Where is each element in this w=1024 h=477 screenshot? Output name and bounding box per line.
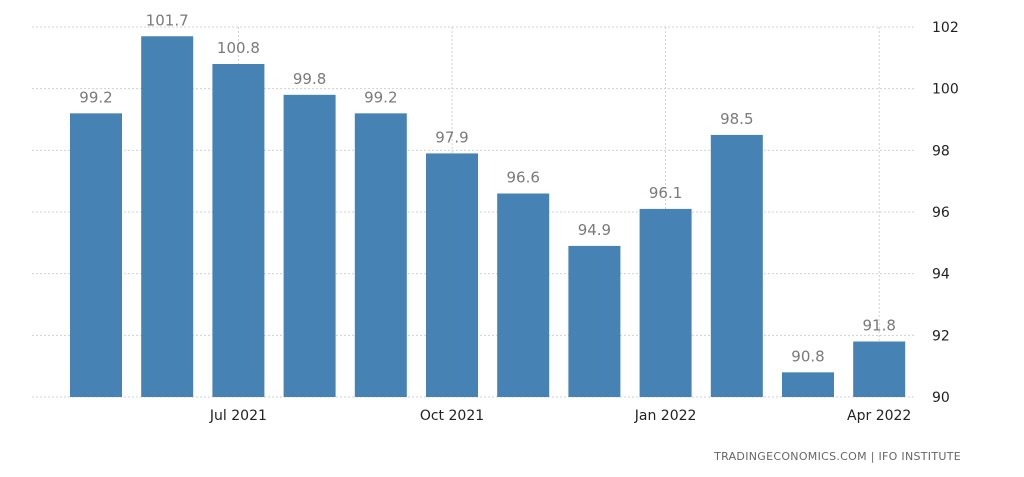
bar-value-label: 91.8 bbox=[862, 317, 895, 335]
x-tick-label: Apr 2022 bbox=[847, 408, 911, 424]
y-tick-label: 98 bbox=[932, 143, 950, 159]
bar bbox=[782, 372, 834, 397]
y-tick-label: 92 bbox=[932, 328, 950, 344]
x-axis: Jul 2021 Oct 2021 Jan 2022 Apr 2022 bbox=[209, 408, 911, 424]
bar bbox=[710, 134, 763, 397]
bar-value-label: 99.2 bbox=[79, 88, 112, 106]
bar-value-label: 90.8 bbox=[791, 347, 824, 365]
y-tick-label: 94 bbox=[932, 267, 950, 283]
x-tick-label: Oct 2021 bbox=[420, 408, 484, 424]
bar-value-label: 96.1 bbox=[649, 184, 682, 202]
y-tick-label: 90 bbox=[932, 390, 950, 406]
bar-value-label: 100.8 bbox=[217, 39, 260, 57]
bar bbox=[639, 208, 692, 397]
y-tick-label: 100 bbox=[932, 82, 959, 98]
bar-value-label: 99.2 bbox=[364, 88, 397, 106]
bar-value-label: 96.6 bbox=[506, 169, 539, 187]
bar-value-label: 99.8 bbox=[293, 70, 326, 88]
bar bbox=[853, 341, 906, 397]
x-tick-label: Jan 2022 bbox=[634, 408, 697, 424]
bar bbox=[141, 36, 194, 397]
bar bbox=[568, 245, 621, 397]
bar bbox=[70, 113, 122, 397]
x-tick-label: Jul 2021 bbox=[209, 408, 267, 424]
source-credit: TRADINGECONOMICS.COM | IFO INSTITUTE bbox=[713, 450, 961, 463]
bar-value-label: 94.9 bbox=[578, 221, 611, 239]
bar bbox=[426, 153, 478, 397]
bar-value-label: 98.5 bbox=[720, 110, 753, 128]
bar bbox=[212, 64, 265, 397]
y-tick-label: 96 bbox=[932, 205, 950, 221]
bars bbox=[70, 36, 906, 397]
bar bbox=[283, 94, 336, 397]
bar bbox=[497, 193, 550, 397]
y-axis: 90 92 94 96 98 100 102 bbox=[932, 20, 959, 406]
bar bbox=[354, 113, 407, 397]
data-labels: 99.2 101.7 100.8 99.8 99.2 97.9 96.6 94.9 96.1 98… bbox=[79, 11, 896, 365]
bar-value-label: 97.9 bbox=[435, 128, 468, 146]
bar-value-label: 101.7 bbox=[146, 11, 189, 29]
y-tick-label: 102 bbox=[932, 20, 959, 36]
